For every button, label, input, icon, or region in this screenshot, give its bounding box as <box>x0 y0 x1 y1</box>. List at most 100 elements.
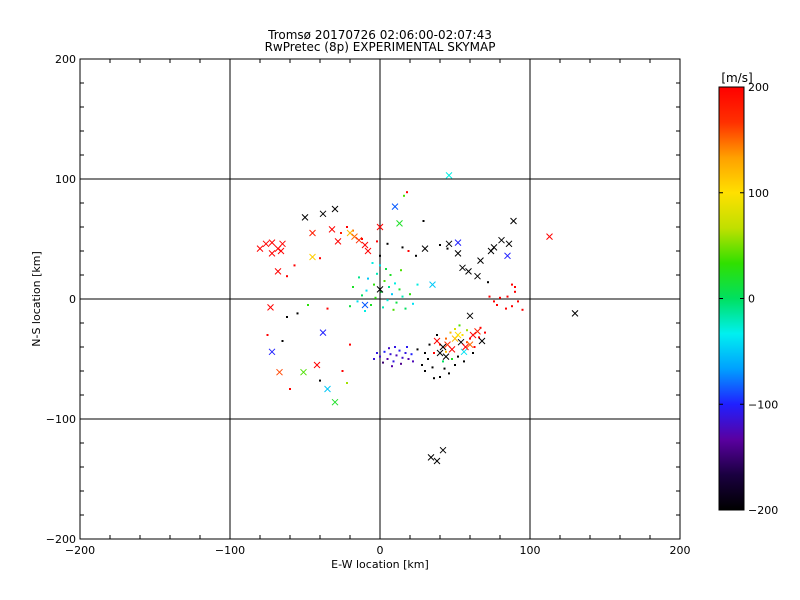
dot-point <box>517 300 519 303</box>
cross-point <box>301 214 309 221</box>
dot-point <box>473 346 476 348</box>
dot-point <box>469 337 471 340</box>
dot-point <box>286 316 288 318</box>
axes: −200 −100 0 100 200 −200 −100 0 100 200 <box>46 53 691 557</box>
dot-point <box>383 280 386 282</box>
grid-lines <box>80 59 680 539</box>
cross-point <box>459 264 466 272</box>
cross-point <box>279 240 286 248</box>
dot-point <box>395 301 398 304</box>
dot-point <box>401 246 404 249</box>
cross-point <box>454 331 462 339</box>
colorbar-tick-label: −100 <box>748 398 778 411</box>
y-tick-label: 200 <box>55 53 76 66</box>
cross-point <box>319 329 327 336</box>
colorbar: [m/s] 200 100 0 −100 −200 <box>718 71 778 517</box>
dot-point <box>448 372 450 375</box>
dot-point <box>340 232 342 234</box>
dot-point <box>400 362 402 365</box>
cross-point <box>466 312 474 320</box>
dot-point <box>293 264 296 267</box>
dot-point <box>374 296 377 299</box>
cross-point <box>361 241 369 249</box>
dot-point <box>398 349 401 352</box>
dot-point <box>403 194 405 197</box>
cross-point <box>376 223 384 231</box>
dot-point <box>496 304 498 306</box>
cross-point <box>361 301 369 309</box>
dot-point <box>409 293 411 296</box>
cross-point <box>448 346 456 353</box>
dot-point <box>370 304 372 306</box>
dot-point <box>424 370 426 372</box>
colorbar-tick-label: −200 <box>748 504 778 517</box>
dot-point <box>281 340 284 342</box>
cross-point <box>396 220 403 227</box>
cross-point <box>427 454 435 461</box>
dot-point <box>416 283 419 286</box>
cross-point <box>391 203 399 210</box>
chart-title: Tromsø 20170726 02:06:00-02:07:43 <box>268 28 492 42</box>
dot-point <box>499 296 501 299</box>
cross-point <box>429 281 436 288</box>
dot-point <box>400 269 402 272</box>
x-tick-label: −100 <box>215 544 245 557</box>
dot-point <box>521 308 524 311</box>
dot-point <box>373 283 375 286</box>
cross-point <box>433 337 441 345</box>
dot-point <box>422 220 425 222</box>
dot-point <box>410 353 413 356</box>
dot-point <box>412 302 414 305</box>
dot-point <box>449 331 452 334</box>
x-tick-label: 0 <box>377 544 384 557</box>
dot-point <box>428 343 431 346</box>
dot-point <box>376 240 378 243</box>
dot-point <box>446 247 449 250</box>
dot-point <box>394 346 396 348</box>
dot-point <box>361 238 363 240</box>
dot-point <box>319 379 321 382</box>
dot-point <box>487 281 489 284</box>
cross-point <box>276 368 283 376</box>
dot-point <box>412 360 414 363</box>
cross-point <box>454 239 462 246</box>
dot-point <box>395 354 398 357</box>
cross-point <box>300 368 307 376</box>
dot-point <box>379 264 381 267</box>
cross-point <box>268 250 276 257</box>
dot-point <box>488 295 491 298</box>
dot-point <box>406 346 408 348</box>
data-points <box>256 172 579 465</box>
cross-point <box>309 253 316 261</box>
dot-point <box>319 257 321 260</box>
dot-point <box>472 352 474 354</box>
dot-point <box>266 334 269 336</box>
cross-point <box>442 353 450 360</box>
dot-point <box>346 226 348 228</box>
cross-point <box>309 229 316 237</box>
dot-point <box>386 299 389 302</box>
dot-point <box>383 350 386 353</box>
dot-point <box>389 353 392 356</box>
cross-point <box>478 337 486 345</box>
dot-point <box>439 376 441 378</box>
dot-point <box>427 358 429 360</box>
dot-point <box>286 275 288 278</box>
cross-point <box>277 247 285 255</box>
cross-point <box>445 240 453 248</box>
dot-point <box>385 268 387 270</box>
cross-point <box>364 247 372 255</box>
y-tick-label: −100 <box>46 413 76 426</box>
dot-point <box>341 370 344 372</box>
dot-point <box>433 377 435 380</box>
dot-point <box>461 334 464 336</box>
dot-point <box>380 290 383 293</box>
dot-point <box>445 350 447 353</box>
cross-point <box>351 233 358 240</box>
cross-point <box>490 244 498 251</box>
cross-point <box>474 272 481 280</box>
dot-point <box>398 288 401 291</box>
cross-point <box>466 341 474 348</box>
cross-point <box>267 304 274 311</box>
cross-point <box>319 210 327 218</box>
